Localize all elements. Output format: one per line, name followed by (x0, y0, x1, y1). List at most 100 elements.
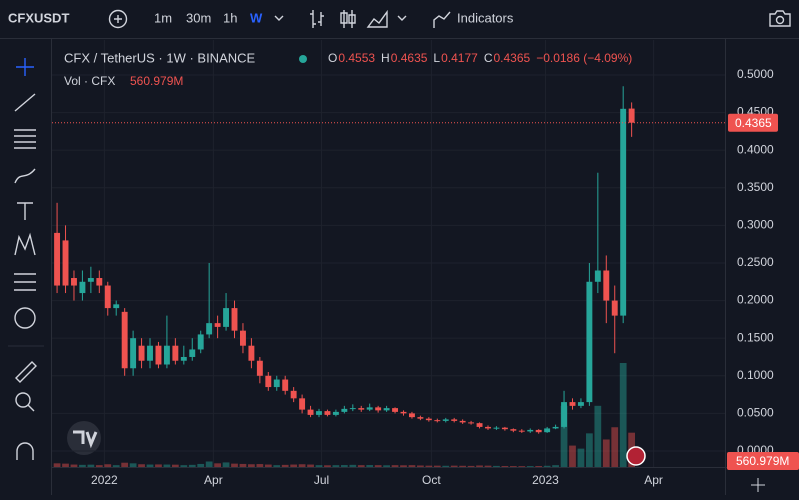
candle-body (358, 408, 365, 410)
candle-body (248, 345, 255, 361)
volume-bar (197, 463, 205, 467)
logo-mark (73, 430, 98, 449)
volume-bar (374, 465, 382, 467)
magnet[interactable] (16, 442, 34, 460)
pattern[interactable] (14, 232, 36, 256)
candle-body (603, 270, 610, 301)
volume-label: 560.979M (736, 454, 789, 468)
x-tick-label: Oct (422, 473, 441, 487)
ohlc-key: O (328, 51, 337, 65)
dropdown[interactable] (274, 15, 284, 21)
ruler[interactable] (15, 361, 37, 383)
emoji[interactable] (14, 307, 36, 329)
candle-body (510, 429, 517, 431)
candle-body (121, 311, 128, 369)
flag[interactable] (626, 446, 646, 466)
candle-body (620, 108, 627, 316)
volume-bar (307, 464, 314, 467)
volume-legend: 560.979M (130, 74, 183, 88)
volume-bar (281, 464, 289, 467)
candle-body (392, 408, 399, 412)
interval[interactable]: 1h (223, 10, 237, 25)
candle-body (417, 417, 424, 419)
candle-body (459, 420, 466, 423)
ohlc-value: 0.4635 (391, 51, 428, 65)
dropdown[interactable] (397, 15, 407, 21)
volume-bar (121, 462, 129, 467)
volume-bar (577, 448, 585, 467)
camera[interactable] (769, 10, 791, 27)
volume-bar (569, 445, 576, 467)
indicators[interactable]: Indicators (457, 10, 514, 25)
bars-icon[interactable] (310, 10, 324, 28)
volume-bar (442, 465, 450, 467)
ohlc-key: C (484, 51, 493, 65)
candle-body (265, 375, 272, 388)
settings[interactable] (751, 478, 765, 492)
y-tick-label: 0.1000 (737, 368, 774, 382)
volume-bar (366, 465, 374, 467)
volume-bar (104, 464, 112, 467)
candle-body (147, 345, 153, 361)
interval[interactable]: 1m (154, 10, 172, 25)
volume-bar (146, 464, 154, 467)
volume-bar (62, 463, 69, 467)
volume-bar (476, 465, 483, 467)
crosshair[interactable] (16, 58, 34, 76)
y-tick-label: 0.4000 (737, 142, 774, 156)
trendline[interactable] (14, 93, 36, 112)
prediction[interactable] (14, 273, 36, 291)
candle-body (231, 308, 238, 331)
candle-body (586, 281, 593, 403)
candle-body (62, 240, 69, 286)
volume-bar (450, 465, 458, 467)
x-tick-label: Apr (644, 473, 663, 487)
y-tick-label: 0.3000 (737, 218, 774, 232)
volume-bar (594, 405, 602, 467)
candle-body (223, 308, 230, 327)
area-icon[interactable] (366, 9, 388, 28)
candle-body (451, 419, 458, 421)
volume-bar (459, 465, 467, 467)
candle-body (316, 411, 322, 415)
candle-body (163, 345, 170, 365)
candle-body (214, 323, 221, 327)
last-price-box (728, 113, 778, 132)
fib[interactable] (14, 129, 36, 149)
symbol[interactable]: CFXUSDT (8, 10, 69, 25)
zoom-handle (27, 404, 35, 412)
candle-body (476, 423, 483, 427)
indicators-icon[interactable] (433, 11, 451, 28)
ohlc-value: 0.4553 (338, 51, 375, 65)
candle-body (366, 407, 373, 410)
x-tick-label: 2023 (532, 473, 559, 487)
camera-lens (775, 15, 785, 25)
candle-body (611, 300, 618, 316)
volume-bar (349, 464, 357, 467)
add-symbol[interactable] (108, 9, 128, 29)
y-tick-label: 0.1500 (737, 330, 774, 344)
volume-bar (340, 465, 348, 467)
text-tool[interactable] (17, 202, 33, 220)
candle-body (332, 411, 339, 415)
candles-icon[interactable] (340, 10, 356, 28)
interval[interactable]: 30m (186, 10, 211, 25)
interval-active[interactable]: W (250, 10, 263, 25)
volume-bar (602, 439, 610, 467)
candle-body (375, 407, 382, 411)
volume-bar (95, 465, 103, 467)
candle-body (400, 411, 407, 414)
change: −0.0186 (−4.09%) (536, 51, 632, 65)
plot (52, 40, 725, 467)
volume-bar (79, 464, 86, 467)
ohlc-value: 0.4177 (441, 51, 478, 65)
volume-bar (552, 465, 559, 467)
brush[interactable] (14, 168, 36, 184)
status-dot (299, 55, 307, 63)
ohlc-key: L (433, 51, 440, 65)
zoom[interactable] (15, 392, 31, 408)
candle-body (434, 420, 441, 422)
candle-body (138, 345, 145, 361)
candle-body (206, 323, 213, 335)
